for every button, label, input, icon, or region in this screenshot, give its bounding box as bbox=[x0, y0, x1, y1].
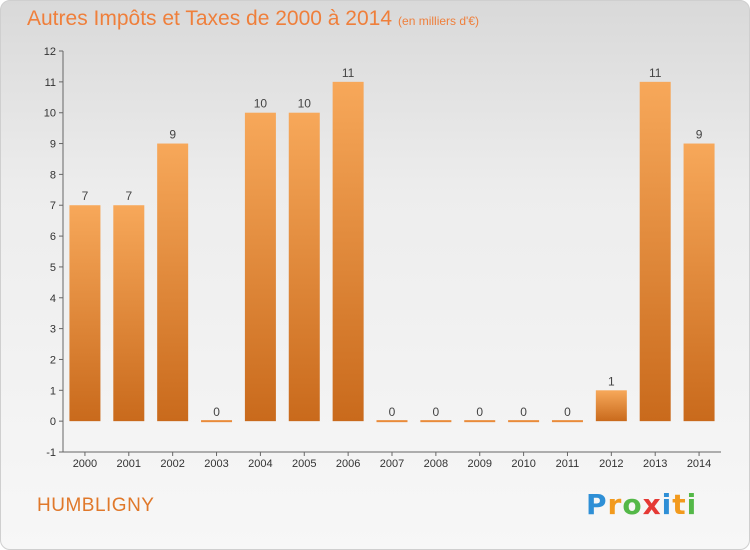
bar-2006 bbox=[332, 81, 364, 422]
y-tick-label: 8 bbox=[50, 169, 56, 181]
data-label-2005: 10 bbox=[298, 97, 312, 111]
x-tick-label: 2010 bbox=[511, 458, 535, 470]
y-tick-label: 3 bbox=[50, 324, 56, 336]
y-tick-label: 9 bbox=[50, 139, 56, 151]
x-tick-label: 2012 bbox=[599, 458, 623, 470]
x-tick-label: 2001 bbox=[117, 458, 141, 470]
data-label-2004: 10 bbox=[254, 97, 268, 111]
data-label-2012: 1 bbox=[608, 374, 615, 388]
logo-letter: P bbox=[586, 488, 608, 521]
x-tick-label: 2006 bbox=[336, 458, 360, 470]
data-label-2010: 0 bbox=[520, 405, 527, 419]
data-label-2002: 9 bbox=[169, 128, 176, 142]
logo-letter: o bbox=[622, 488, 643, 521]
x-tick-label: 2004 bbox=[248, 458, 272, 470]
x-tick-label: 2014 bbox=[687, 458, 711, 470]
logo-letter: t bbox=[672, 488, 687, 521]
chart-title-text: Autres Impôts et Taxes de 2000 à 2014 bbox=[27, 7, 393, 30]
x-tick-label: 2005 bbox=[292, 458, 316, 470]
y-tick-label: 6 bbox=[50, 231, 56, 243]
y-tick-label: 2 bbox=[50, 354, 56, 366]
y-tick-label: 11 bbox=[45, 77, 56, 89]
data-label-2007: 0 bbox=[389, 405, 396, 419]
y-tick-label: 12 bbox=[44, 46, 56, 58]
logo-letter: i bbox=[686, 488, 698, 521]
data-label-2008: 0 bbox=[433, 405, 440, 419]
chart-title: Autres Impôts et Taxes de 2000 à 2014 (en… bbox=[27, 7, 479, 31]
x-tick-label: 2002 bbox=[160, 458, 184, 470]
x-tick-label: 2011 bbox=[556, 458, 580, 470]
bar-2010 bbox=[508, 420, 540, 423]
y-tick-label: -1 bbox=[46, 447, 56, 459]
x-tick-label: 2008 bbox=[424, 458, 448, 470]
y-tick-label: 1 bbox=[50, 385, 56, 397]
x-tick-label: 2000 bbox=[73, 458, 97, 470]
x-tick-label: 2007 bbox=[380, 458, 404, 470]
y-tick-label: 10 bbox=[44, 108, 56, 120]
bar-2002 bbox=[157, 143, 189, 422]
chart-title-unit: (en milliers d'€) bbox=[398, 14, 480, 28]
bar-2013 bbox=[639, 81, 671, 422]
data-label-2011: 0 bbox=[564, 405, 571, 419]
logo-letter: r bbox=[607, 488, 623, 521]
data-label-2009: 0 bbox=[476, 405, 483, 419]
logo-letter: x bbox=[642, 488, 662, 521]
bar-2005 bbox=[288, 112, 320, 422]
bar-2014 bbox=[683, 143, 715, 422]
bar-2003 bbox=[201, 420, 233, 423]
bar-2001 bbox=[113, 205, 145, 422]
y-tick-label: 4 bbox=[50, 293, 56, 305]
data-label-2000: 7 bbox=[82, 189, 89, 203]
y-tick-label: 5 bbox=[50, 262, 56, 274]
y-tick-label: 0 bbox=[50, 416, 56, 428]
y-tick-label: 7 bbox=[50, 200, 56, 212]
logo-letter: i bbox=[661, 488, 673, 521]
x-tick-label: 2003 bbox=[204, 458, 228, 470]
x-tick-label: 2013 bbox=[643, 458, 667, 470]
bar-2000 bbox=[69, 205, 101, 422]
bar-2011 bbox=[551, 420, 583, 423]
bar-2008 bbox=[420, 420, 452, 423]
bar-2009 bbox=[464, 420, 496, 423]
bar-2012 bbox=[595, 390, 627, 422]
bar-2007 bbox=[376, 420, 408, 423]
bars bbox=[69, 81, 715, 423]
data-label-2001: 7 bbox=[125, 189, 132, 203]
commune-name: HUMBLIGNY bbox=[37, 495, 155, 516]
proxiti-logo[interactable]: Proxiti bbox=[586, 488, 697, 521]
x-tick-label: 2009 bbox=[467, 458, 491, 470]
bar-2004 bbox=[244, 112, 276, 422]
data-label-2013: 11 bbox=[649, 66, 662, 80]
data-label-2006: 11 bbox=[342, 66, 355, 80]
data-label-2003: 0 bbox=[213, 405, 220, 419]
data-label-2014: 9 bbox=[696, 128, 703, 142]
